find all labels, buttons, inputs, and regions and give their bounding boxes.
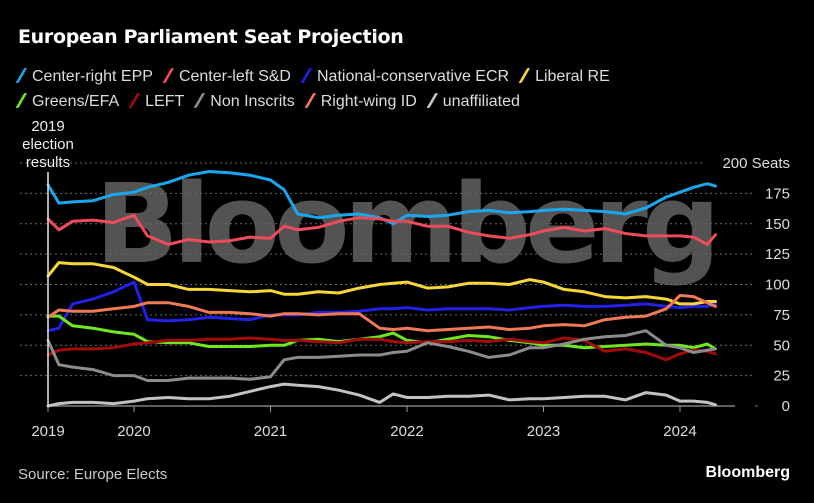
legend-label: Non Inscrits [210, 93, 295, 110]
y-tick-label: 150 [765, 216, 790, 233]
legend-label: unaffiliated [442, 93, 520, 110]
source-note: Source: Europe Elects [18, 466, 168, 483]
series-line-liberal-re [46, 261, 717, 306]
legend-item: LEFT [128, 89, 185, 114]
series-line-right-wing-id [46, 293, 717, 333]
election-annotation-text: results [26, 154, 70, 171]
series-line-center-left-s-d [46, 213, 717, 246]
series-line-left [46, 336, 717, 362]
legend-item: National-conservative ECR [300, 64, 510, 89]
legend-item: Right-wing ID [304, 89, 417, 114]
legend-label: National-conservative ECR [316, 68, 510, 85]
y-tick-label: 100 [765, 277, 790, 294]
x-tick-label: 2021 [254, 423, 287, 440]
series-line-non-inscrits [46, 329, 717, 382]
series-group [46, 170, 717, 408]
chart-title: European Parliament Seat Projection [18, 26, 404, 48]
legend-label: Greens/EFA [32, 93, 120, 110]
legend-item: Greens/EFA [15, 89, 120, 114]
legend-label: Center-left S&D [178, 68, 291, 85]
legend-item: Center-right EPP [15, 64, 153, 89]
x-tick-label: 2022 [390, 423, 423, 440]
y-tick-label: 50 [773, 337, 790, 354]
x-tick-label: 2020 [117, 423, 150, 440]
y-tick-label: 125 [765, 246, 790, 263]
legend-label: LEFT [145, 93, 185, 110]
legend-item: unaffiliated [426, 89, 520, 114]
y-tick-label: 0 [782, 398, 790, 415]
legend-item: Liberal RE [518, 64, 610, 89]
legend: Center-right EPP Center-left S&D National-… [15, 64, 798, 114]
y-tick-label: 175 [765, 185, 790, 202]
y-tick-label: 75 [773, 307, 790, 324]
election-annotation-text: election [22, 136, 74, 153]
x-tick-label: 2024 [663, 423, 696, 440]
series-line-national-conservative-ecr [46, 280, 717, 333]
election-annotation-text: 2019 [31, 118, 64, 135]
legend-label: Liberal RE [535, 68, 610, 85]
y-tick-label: 25 [773, 368, 790, 385]
axes: 0 25 50 75 100 125 150 175 200 Seats 2019 2020 2021… [31, 155, 790, 440]
legend-item: Center-left S&D [162, 64, 291, 89]
legend-item: Non Inscrits [193, 89, 295, 114]
legend-label: Right-wing ID [320, 93, 417, 110]
x-tick-label: 2019 [31, 423, 64, 440]
legend-label: Center-right EPP [32, 68, 153, 85]
brand-logo: Bloomberg [705, 464, 790, 481]
x-tick-label: 2023 [527, 423, 560, 440]
series-line-unaffiliated [46, 382, 717, 408]
y-tick-label: 200 Seats [722, 155, 790, 172]
